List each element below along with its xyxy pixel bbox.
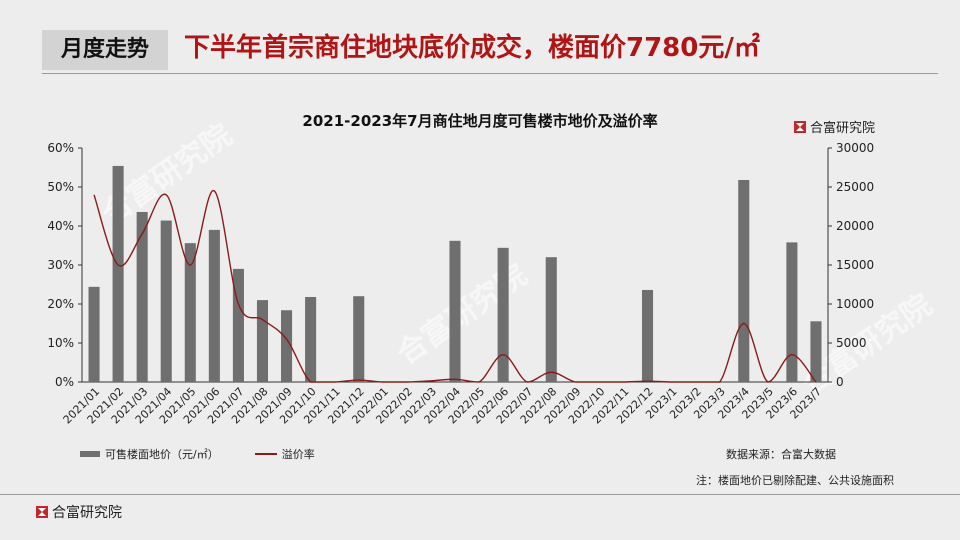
- bar-2021-03: [136, 211, 148, 382]
- legend-swatch-line: [254, 453, 277, 455]
- y-left-tick-label: 40%: [47, 219, 74, 233]
- legend-label-line: 溢价率: [281, 448, 315, 461]
- bar-2023-7: [810, 321, 822, 382]
- premium-rate-line: [93, 190, 817, 383]
- y-left-tick-label: 50%: [47, 180, 74, 194]
- header-divider: [42, 73, 938, 74]
- footer-brand-name: 合富研究院: [52, 505, 122, 521]
- bar-2023-6: [786, 242, 798, 382]
- y-left-tick-label: 60%: [47, 141, 74, 155]
- bar-2021-07: [232, 268, 244, 382]
- bar-2021-09: [281, 310, 293, 382]
- y-right-tick-label: 0: [836, 375, 844, 389]
- y-right-tick-label: 25000: [836, 180, 874, 194]
- legend-label-bar: 可售楼面地价（元/㎡）: [105, 448, 219, 461]
- legend-swatch-bar: [80, 451, 100, 457]
- y-right-tick-label: 20000: [836, 219, 874, 233]
- y-right-tick-label: 15000: [836, 258, 874, 272]
- data-source: 数据来源：合富大数据: [726, 448, 836, 461]
- footer-brand: 合富研究院: [36, 502, 122, 522]
- chart-title: 2021-2023年7月商住地月度可售楼市地价及溢价率: [302, 112, 658, 130]
- y-right-tick-label: 10000: [836, 297, 874, 311]
- bar-2021-01: [88, 286, 100, 382]
- bar-2022-12: [641, 289, 654, 382]
- legend-item-line: 溢价率: [254, 446, 315, 462]
- section-tag: 月度走势: [42, 30, 168, 70]
- page-headline: 下半年首宗商住地块底价成交，楼面价7780元/㎡: [184, 33, 760, 63]
- chart-brand: 合富研究院: [794, 117, 875, 136]
- y-left-tick-label: 20%: [47, 297, 74, 311]
- bar-2023-4: [738, 179, 750, 382]
- bar-2021-02: [112, 165, 124, 382]
- bar-2021-08: [256, 300, 269, 382]
- chart-brand-name: 合富研究院: [810, 121, 876, 136]
- y-right-tick-label: 5000: [836, 336, 867, 350]
- y-right-tick-label: 30000: [836, 141, 874, 155]
- bar-2022-06: [497, 247, 509, 382]
- bar-2021-05: [184, 243, 196, 382]
- footer-divider: [0, 494, 960, 495]
- bar-2021-04: [160, 220, 172, 382]
- bar-2021-10: [305, 296, 317, 382]
- bar-2021-12: [353, 296, 365, 382]
- hefu-logo-icon: [794, 120, 806, 133]
- bar-2022-08: [545, 257, 557, 382]
- footnote: 注：楼面地价已剔除配建、公共设施面积: [696, 474, 894, 487]
- hefu-logo-icon: [36, 506, 48, 518]
- y-left-tick-label: 0%: [55, 375, 74, 389]
- chart-legend: 可售楼面地价（元/㎡） 溢价率: [80, 446, 315, 462]
- y-left-tick-label: 30%: [47, 258, 74, 272]
- y-left-tick-label: 10%: [47, 336, 74, 350]
- bar-2021-06: [208, 229, 220, 382]
- legend-item-bar: 可售楼面地价（元/㎡）: [80, 446, 219, 462]
- bar-2022-04: [449, 240, 461, 382]
